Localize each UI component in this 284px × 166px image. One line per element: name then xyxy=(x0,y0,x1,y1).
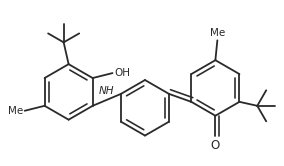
Text: Me: Me xyxy=(7,106,23,116)
Text: OH: OH xyxy=(114,68,130,78)
Text: Me: Me xyxy=(210,28,225,38)
Text: NH: NH xyxy=(99,86,114,96)
Text: O: O xyxy=(211,139,220,152)
